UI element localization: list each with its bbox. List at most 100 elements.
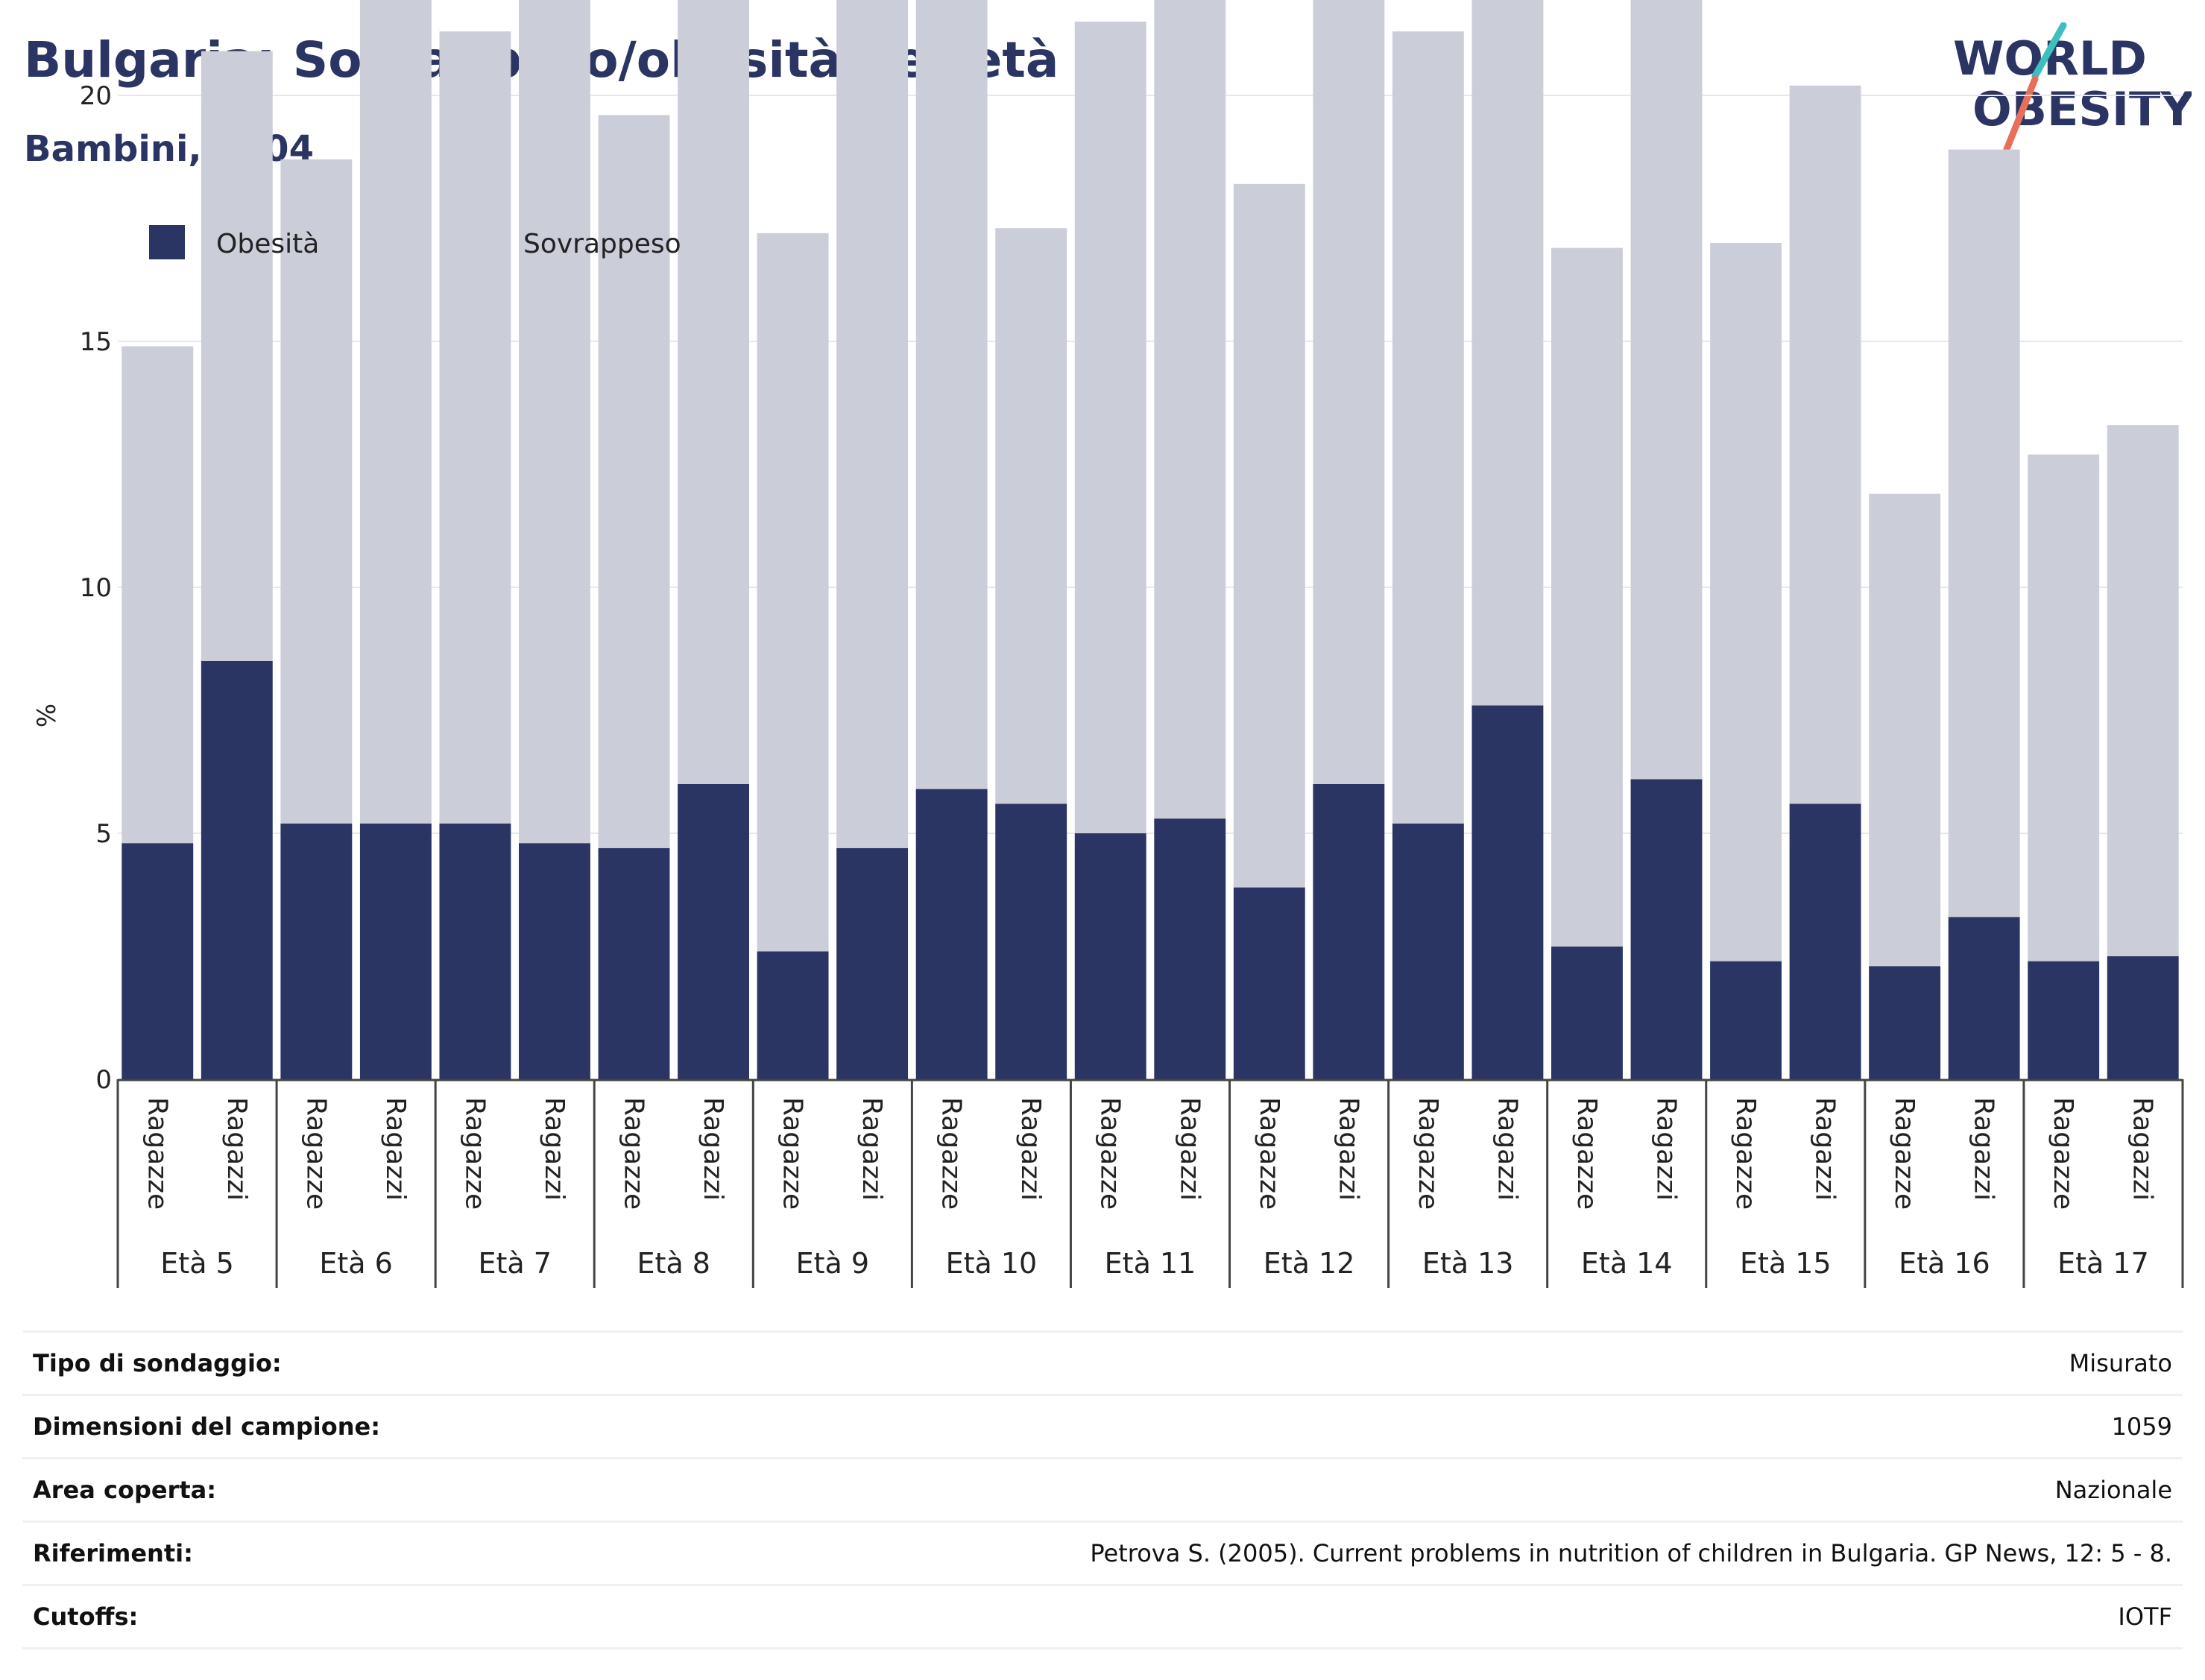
bar-obesity [915, 789, 988, 1079]
gender-tick-label: Ragazzi [1651, 1097, 1682, 1201]
bar-overweight [122, 346, 194, 844]
logo-slash-coral [2003, 75, 2039, 153]
info-key: Cutoffs: [22, 1584, 564, 1649]
y-tick-label: 10 [80, 573, 112, 603]
age-group-label: Età 6 [319, 1247, 392, 1280]
gender-tick-label: Ragazze [300, 1097, 331, 1210]
bar-overweight [1392, 31, 1464, 824]
world-obesity-logo: WORLD OBESITY [1953, 22, 2192, 153]
bar-overweight [598, 115, 670, 848]
gender-tick-label: Ragazze [1254, 1097, 1284, 1210]
bar-overweight [915, 0, 988, 789]
bar-overweight [359, 0, 432, 824]
bar-overweight [439, 31, 511, 824]
bar-obesity [1471, 705, 1544, 1079]
axis-layer: 0510152025%RagazzeRagazziRagazzeRagazziR… [32, 81, 2184, 1288]
logo-line2: OBESITY [1972, 82, 2192, 136]
bar-obesity [1710, 961, 1782, 1079]
bar-obesity [122, 843, 194, 1079]
info-row: Tipo di sondaggio: Misurato [22, 1330, 2183, 1395]
bar-overweight [1948, 149, 2020, 918]
gender-tick-label: Ragazze [1095, 1097, 1126, 1210]
bar-obesity [1630, 779, 1703, 1079]
bar-obesity [280, 823, 353, 1079]
y-tick-label: 15 [80, 327, 112, 357]
gender-tick-label: Ragazze [1889, 1097, 1919, 1210]
gender-tick-label: Ragazze [142, 1097, 172, 1210]
bar-overweight [519, 0, 590, 844]
gender-tick-label: Ragazzi [1333, 1097, 1363, 1201]
bar-obesity [1392, 823, 1464, 1079]
info-row: Riferimenti: Petrova S. (2005). Current p… [22, 1520, 2183, 1585]
gender-tick-label: Ragazze [777, 1097, 808, 1210]
bar-obesity [1948, 917, 2020, 1079]
y-tick-label: 5 [95, 819, 112, 849]
bar-obesity [995, 803, 1067, 1079]
bar-overweight [1313, 0, 1385, 784]
gender-tick-label: Ragazzi [698, 1097, 728, 1201]
age-group-label: Età 16 [1899, 1247, 1990, 1280]
bar-obesity [2028, 961, 2100, 1079]
y-tick-label: 0 [95, 1065, 112, 1095]
info-key: Tipo di sondaggio: [22, 1330, 564, 1395]
gender-tick-label: Ragazzi [857, 1097, 887, 1201]
gender-tick-label: Ragazzi [539, 1097, 570, 1201]
bar-obesity [359, 823, 432, 1079]
gender-tick-label: Ragazzi [2127, 1097, 2158, 1201]
bar-obesity [2107, 956, 2179, 1079]
age-group-label: Età 14 [1581, 1247, 1673, 1280]
bar-overweight [2107, 425, 2179, 956]
bar-overweight [995, 228, 1067, 804]
bar-obesity [519, 843, 590, 1079]
bar-overweight [757, 233, 829, 952]
bars-layer [122, 0, 2179, 1079]
info-value: 1059 [563, 1394, 2183, 1459]
info-value: Nazionale [563, 1457, 2183, 1522]
legend-label: Obesità [216, 229, 319, 259]
bar-overweight [2028, 454, 2100, 961]
bar-overweight [836, 0, 909, 848]
bar-obesity [1233, 887, 1305, 1079]
bar-overweight [1710, 243, 1782, 961]
bar-obesity [836, 847, 909, 1079]
age-group-label: Età 8 [637, 1247, 710, 1280]
legend-label: Sovrappeso [523, 229, 681, 259]
bar-overweight [1154, 0, 1226, 819]
gender-tick-label: Ragazzi [1810, 1097, 1840, 1201]
gender-tick-label: Ragazzi [380, 1097, 411, 1201]
gender-tick-label: Ragazze [459, 1097, 490, 1210]
info-key: Dimensioni del campione: [22, 1394, 564, 1459]
info-value: IOTF [563, 1584, 2183, 1649]
legend-swatch [149, 225, 185, 259]
bar-obesity [1313, 784, 1385, 1079]
bar-obesity [1789, 803, 1861, 1079]
age-group-label: Età 5 [160, 1247, 233, 1280]
stacked-bar-chart: 0510152025%RagazzeRagazziRagazzeRagazziR… [32, 0, 2184, 1288]
info-row: Cutoffs: IOTF [22, 1584, 2183, 1649]
bar-obesity [1074, 833, 1146, 1079]
gender-tick-label: Ragazzi [1174, 1097, 1205, 1201]
age-group-label: Età 9 [796, 1247, 869, 1280]
bar-overweight [1551, 247, 1623, 947]
bar-overweight [201, 51, 273, 662]
info-value: Petrova S. (2005). Current problems in n… [563, 1520, 2183, 1585]
bar-obesity [757, 951, 829, 1079]
gender-tick-label: Ragazze [2048, 1097, 2078, 1210]
gender-tick-label: Ragazzi [221, 1097, 252, 1201]
gender-tick-label: Ragazzi [1969, 1097, 1999, 1201]
logo-slash-teal [2031, 22, 2067, 80]
age-group-label: Età 7 [478, 1247, 551, 1280]
logo-line1: WORLD [1953, 31, 2147, 86]
bar-overweight [1471, 0, 1544, 706]
bar-overweight [1074, 22, 1146, 833]
gender-tick-label: Ragazze [1730, 1097, 1761, 1210]
info-row: Dimensioni del campione: 1059 [22, 1394, 2183, 1459]
info-key: Riferimenti: [22, 1520, 564, 1585]
age-group-label: Età 13 [1422, 1247, 1514, 1280]
bar-overweight [1789, 85, 1861, 804]
bar-overweight [1630, 0, 1703, 780]
bar-overweight [1233, 183, 1305, 888]
bar-overweight [1869, 493, 1941, 967]
survey-info-table: Tipo di sondaggio: Misurato Dimensioni del… [22, 1330, 2183, 1649]
y-axis-title: % [32, 704, 62, 727]
